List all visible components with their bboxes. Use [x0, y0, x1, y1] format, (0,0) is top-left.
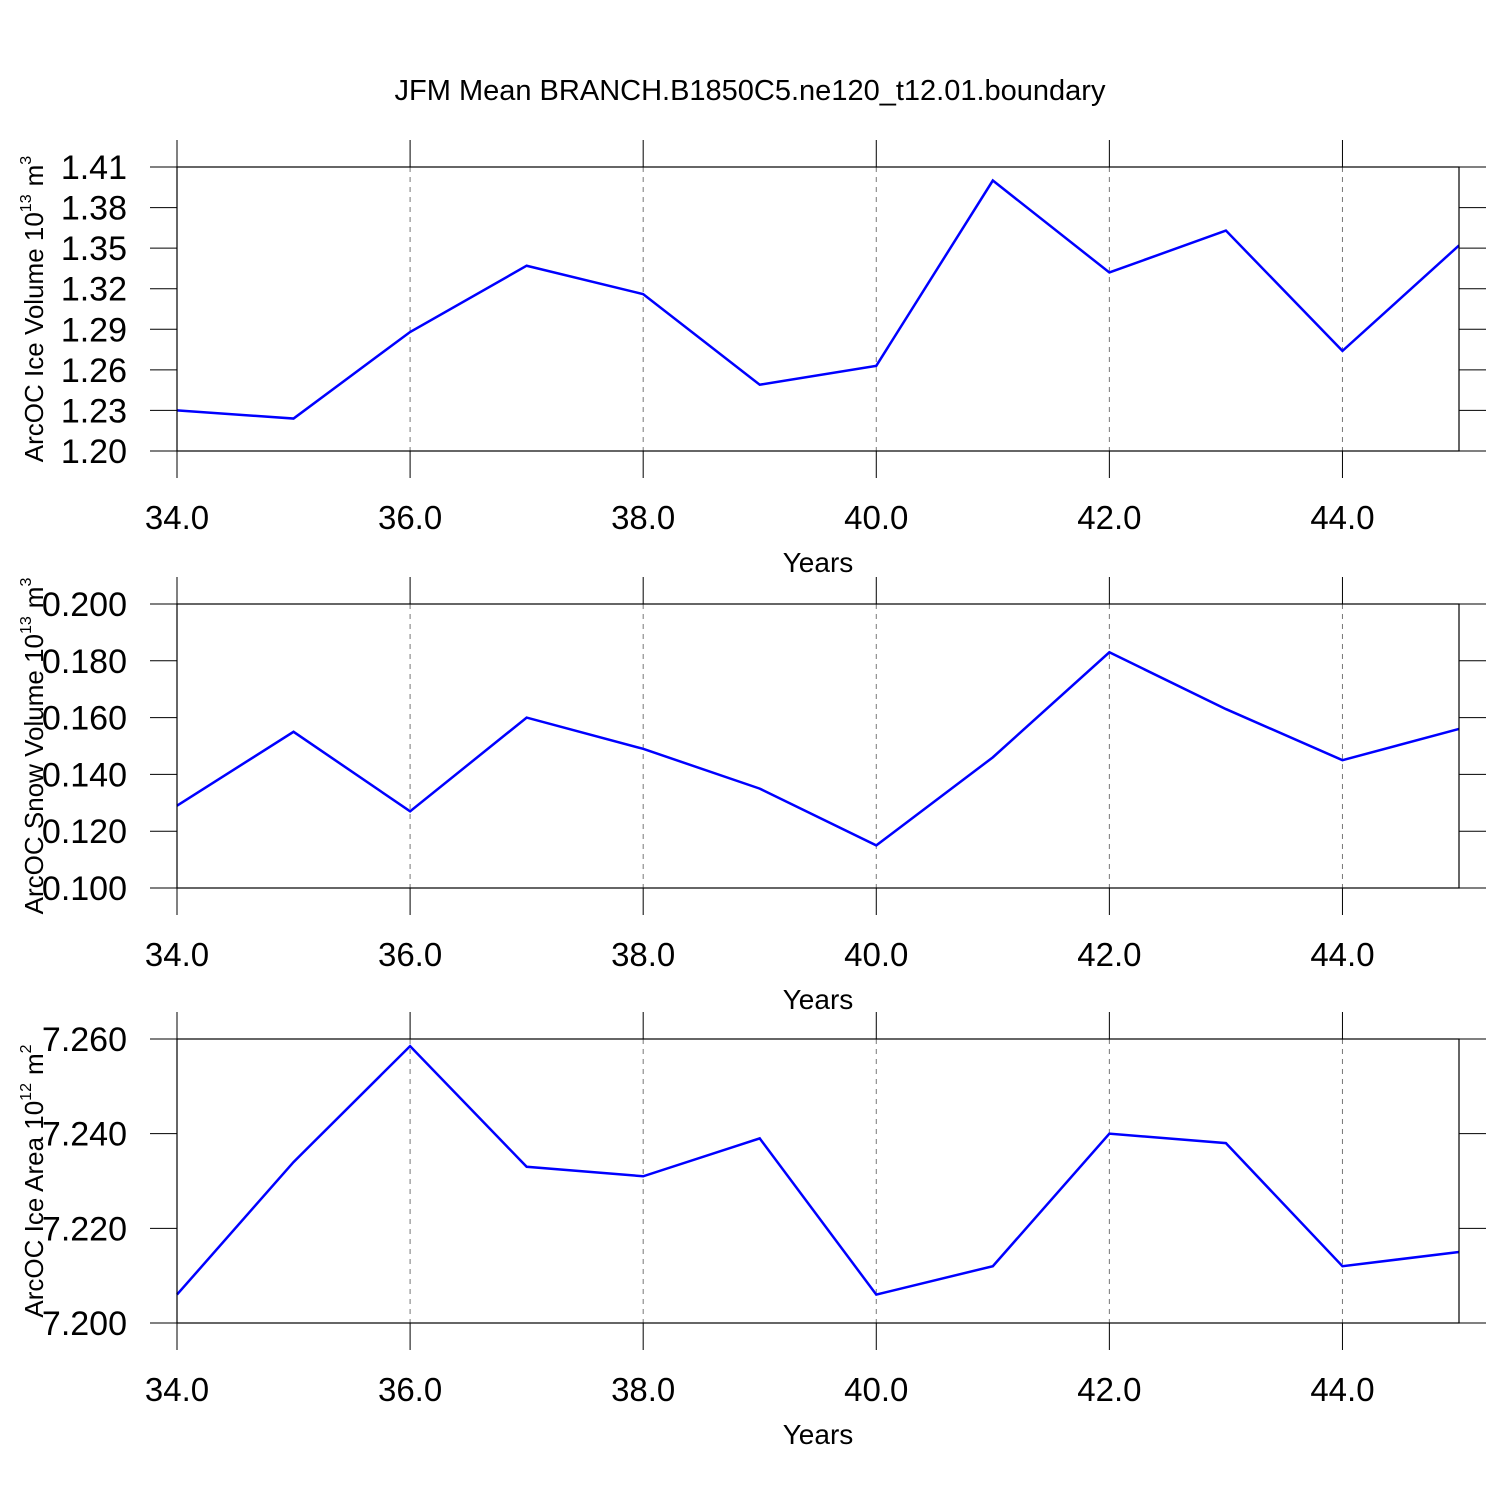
x-tick-label: 36.0	[378, 1371, 442, 1408]
x-tick-label: 36.0	[378, 499, 442, 536]
x-tick-label: 42.0	[1077, 936, 1141, 973]
y-axis-label-exponent: 3	[18, 156, 35, 165]
y-tick-label: 7.260	[42, 1021, 127, 1059]
y-tick-label: 1.20	[61, 433, 127, 471]
y-axis-label-text: m	[19, 1053, 49, 1075]
y-tick-label: 0.200	[42, 586, 127, 624]
y-axis-label-text: m	[19, 587, 49, 609]
x-tick-label: 38.0	[611, 936, 675, 973]
data-line	[176, 178, 1460, 420]
x-tick-label: 34.0	[145, 936, 209, 973]
x-tick-label: 44.0	[1310, 936, 1374, 973]
x-tick-label: 42.0	[1077, 499, 1141, 536]
x-tick-label: 38.0	[611, 499, 675, 536]
data-line	[176, 650, 1460, 847]
y-tick-label: 7.200	[42, 1305, 127, 1343]
y-axis-label-exponent: 13	[18, 194, 35, 212]
y-tick-label: 1.41	[61, 149, 127, 187]
x-axis-label: Years	[783, 1419, 854, 1450]
y-axis-label-text: ArcOC Ice Area 10	[19, 1101, 49, 1318]
y-tick-label: 7.220	[42, 1210, 127, 1248]
y-tick-label: 1.23	[61, 392, 127, 430]
y-axis-label-exponent: 2	[18, 1044, 35, 1053]
plot-frame	[176, 166, 1460, 452]
y-axis-label-exponent: 13	[18, 616, 35, 634]
x-tick-label: 38.0	[611, 1371, 675, 1408]
x-axis-label: Years	[783, 984, 854, 1015]
y-axis-label-text: m	[19, 165, 49, 187]
y-axis-label: ArcOC Snow Volume 1013 m3	[18, 578, 49, 915]
y-tick-label: 0.160	[42, 700, 127, 738]
y-tick-label: 1.32	[61, 271, 127, 309]
x-tick-label: 40.0	[844, 936, 908, 973]
y-axis-label: ArcOC Ice Area 1012 m2	[18, 1044, 49, 1317]
y-tick-label: 0.140	[42, 756, 127, 794]
y-axis-label-text: ArcOC Ice Volume 10	[19, 212, 49, 462]
data-line	[176, 1044, 1460, 1297]
y-tick-label: 0.180	[42, 643, 127, 681]
x-axis-label: Years	[783, 547, 854, 578]
x-tick-label: 34.0	[145, 1371, 209, 1408]
y-axis-label: ArcOC Ice Volume 1013 m3	[18, 156, 49, 462]
x-tick-label: 44.0	[1310, 499, 1374, 536]
plot-frame	[176, 1038, 1460, 1324]
y-axis-label-text: ArcOC Snow Volume 10	[19, 634, 49, 914]
y-tick-label: 0.120	[42, 813, 127, 851]
x-tick-label: 40.0	[844, 499, 908, 536]
y-axis-label-exponent: 12	[18, 1083, 35, 1101]
x-tick-label: 34.0	[145, 499, 209, 536]
y-tick-label: 1.26	[61, 352, 127, 390]
y-tick-label: 1.35	[61, 230, 127, 268]
x-tick-label: 40.0	[844, 1371, 908, 1408]
y-tick-label: 1.38	[61, 190, 127, 228]
figure-title: JFM Mean BRANCH.B1850C5.ne120_t12.01.bou…	[395, 75, 1106, 107]
y-tick-label: 7.240	[42, 1116, 127, 1154]
x-tick-label: 44.0	[1310, 1371, 1374, 1408]
y-axis-label-exponent: 3	[18, 578, 35, 587]
y-tick-label: 1.29	[61, 311, 127, 349]
x-tick-label: 42.0	[1077, 1371, 1141, 1408]
plot-frame	[176, 603, 1460, 889]
y-tick-label: 0.100	[42, 870, 127, 908]
x-tick-label: 36.0	[378, 936, 442, 973]
